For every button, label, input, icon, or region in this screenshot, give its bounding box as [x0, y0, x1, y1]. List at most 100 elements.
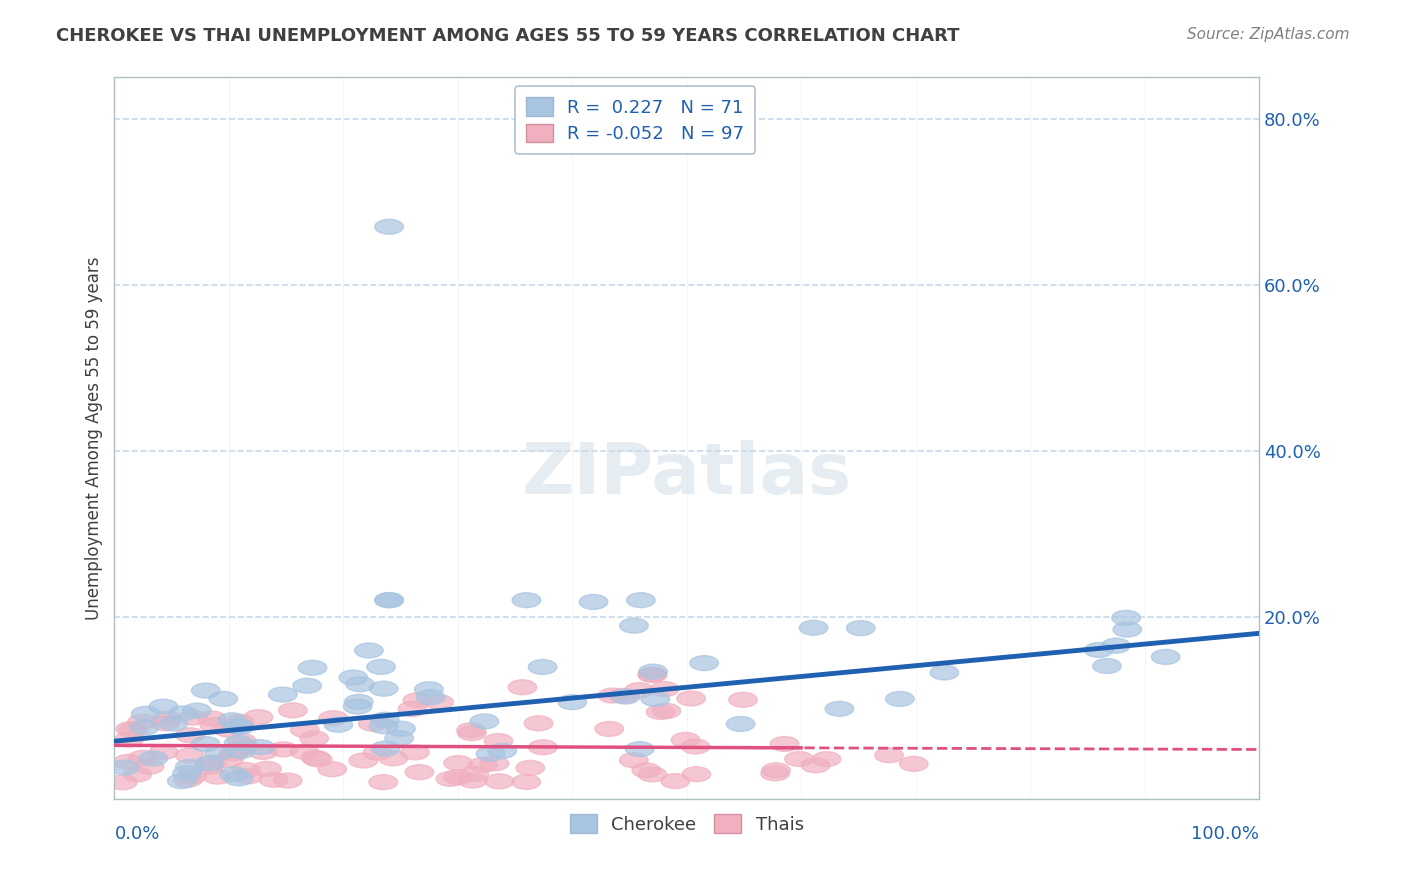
Ellipse shape [479, 756, 509, 771]
Ellipse shape [516, 760, 544, 775]
Ellipse shape [159, 716, 187, 731]
Ellipse shape [1084, 642, 1114, 657]
Ellipse shape [131, 720, 159, 735]
Ellipse shape [219, 746, 249, 761]
Ellipse shape [197, 711, 226, 726]
Ellipse shape [477, 747, 505, 761]
Ellipse shape [770, 737, 799, 751]
Ellipse shape [176, 759, 204, 774]
Ellipse shape [425, 695, 453, 710]
Ellipse shape [224, 736, 253, 750]
Ellipse shape [179, 710, 207, 725]
Ellipse shape [191, 683, 219, 698]
Ellipse shape [299, 731, 329, 746]
Ellipse shape [205, 745, 233, 760]
Ellipse shape [460, 766, 488, 781]
Ellipse shape [120, 723, 148, 737]
Ellipse shape [762, 763, 790, 778]
Ellipse shape [354, 643, 384, 658]
Text: 0.0%: 0.0% [114, 824, 160, 843]
Legend: Cherokee, Thais: Cherokee, Thais [562, 807, 811, 841]
Ellipse shape [650, 681, 679, 697]
Ellipse shape [633, 763, 661, 778]
Ellipse shape [405, 764, 433, 780]
Ellipse shape [813, 752, 841, 766]
Ellipse shape [318, 762, 346, 777]
Ellipse shape [183, 703, 211, 718]
Ellipse shape [122, 767, 152, 782]
Ellipse shape [370, 681, 398, 696]
Ellipse shape [253, 762, 281, 776]
Ellipse shape [149, 699, 177, 714]
Ellipse shape [304, 752, 332, 767]
Ellipse shape [149, 745, 179, 759]
Ellipse shape [638, 667, 666, 682]
Ellipse shape [169, 706, 197, 721]
Ellipse shape [681, 739, 710, 754]
Ellipse shape [401, 745, 429, 760]
Ellipse shape [436, 772, 465, 787]
Ellipse shape [444, 770, 472, 785]
Ellipse shape [214, 753, 243, 767]
Ellipse shape [195, 756, 224, 771]
Ellipse shape [214, 723, 243, 737]
Ellipse shape [609, 689, 637, 703]
Ellipse shape [368, 775, 398, 789]
Ellipse shape [219, 767, 249, 782]
Ellipse shape [378, 751, 408, 766]
Ellipse shape [512, 592, 541, 607]
Ellipse shape [595, 722, 623, 737]
Ellipse shape [139, 751, 167, 766]
Ellipse shape [404, 693, 432, 707]
Ellipse shape [269, 742, 298, 756]
Ellipse shape [846, 621, 875, 636]
Ellipse shape [1092, 658, 1121, 673]
Ellipse shape [676, 691, 706, 706]
Ellipse shape [194, 759, 222, 774]
Ellipse shape [458, 773, 486, 788]
Ellipse shape [529, 659, 557, 674]
Ellipse shape [224, 718, 252, 733]
Ellipse shape [620, 753, 648, 768]
Ellipse shape [222, 743, 250, 758]
Ellipse shape [153, 711, 181, 726]
Ellipse shape [801, 758, 830, 772]
Ellipse shape [204, 769, 232, 784]
Ellipse shape [457, 726, 486, 740]
Ellipse shape [200, 718, 229, 732]
Ellipse shape [339, 670, 367, 685]
Ellipse shape [375, 592, 404, 607]
Ellipse shape [598, 688, 627, 703]
Ellipse shape [292, 678, 322, 693]
Ellipse shape [346, 677, 374, 691]
Ellipse shape [278, 703, 307, 718]
Ellipse shape [128, 750, 157, 765]
Ellipse shape [235, 769, 263, 784]
Text: 100.0%: 100.0% [1191, 824, 1258, 843]
Ellipse shape [110, 760, 139, 775]
Ellipse shape [825, 701, 853, 716]
Ellipse shape [229, 739, 259, 755]
Ellipse shape [245, 710, 273, 724]
Ellipse shape [485, 774, 513, 789]
Ellipse shape [512, 774, 540, 789]
Ellipse shape [176, 748, 204, 763]
Ellipse shape [198, 756, 226, 770]
Text: Source: ZipAtlas.com: Source: ZipAtlas.com [1187, 27, 1350, 42]
Ellipse shape [488, 743, 516, 758]
Ellipse shape [114, 755, 142, 769]
Ellipse shape [444, 756, 472, 771]
Ellipse shape [1152, 649, 1180, 665]
Ellipse shape [415, 681, 443, 697]
Ellipse shape [641, 691, 669, 706]
Ellipse shape [761, 766, 789, 780]
Ellipse shape [290, 744, 319, 759]
Ellipse shape [269, 687, 297, 702]
Ellipse shape [209, 691, 238, 706]
Text: CHEROKEE VS THAI UNEMPLOYMENT AMONG AGES 55 TO 59 YEARS CORRELATION CHART: CHEROKEE VS THAI UNEMPLOYMENT AMONG AGES… [56, 27, 960, 45]
Ellipse shape [117, 722, 145, 737]
Ellipse shape [225, 720, 254, 735]
Ellipse shape [508, 680, 537, 695]
Ellipse shape [226, 743, 256, 758]
Ellipse shape [128, 714, 156, 729]
